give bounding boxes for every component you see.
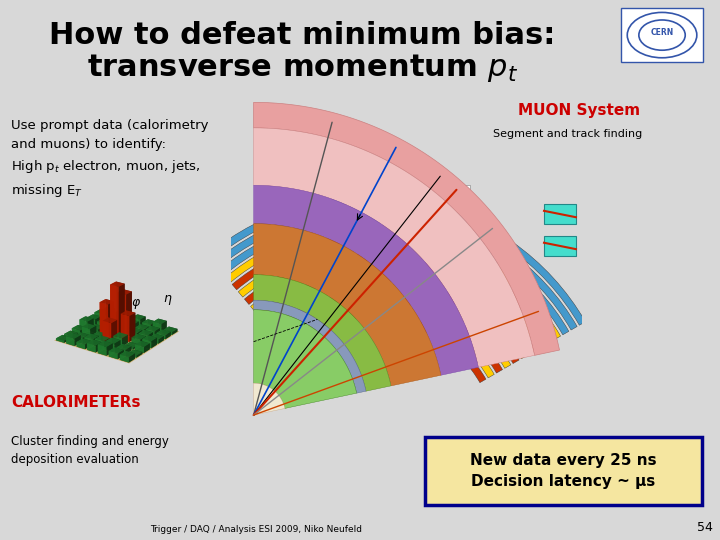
Text: Segment and track finding: Segment and track finding [493,129,642,139]
Text: MUON System: MUON System [518,103,641,118]
Polygon shape [253,103,559,355]
Wedge shape [214,206,577,330]
FancyBboxPatch shape [425,437,702,505]
Wedge shape [282,312,486,383]
Text: CERN: CERN [650,28,674,37]
Text: γ: γ [299,214,306,224]
Wedge shape [207,197,585,325]
Text: p: p [479,303,486,313]
Polygon shape [253,185,478,375]
Text: μ: μ [461,187,468,197]
Polygon shape [253,128,534,367]
Polygon shape [253,275,391,391]
Text: transverse momentum $p_t$: transverse momentum $p_t$ [87,51,518,84]
Wedge shape [257,273,519,363]
Bar [544,205,576,224]
Polygon shape [253,383,285,415]
Bar [544,237,576,255]
Wedge shape [238,245,544,349]
Polygon shape [253,310,356,408]
Wedge shape [251,264,528,359]
Wedge shape [232,235,552,345]
Text: η: η [163,292,171,305]
Text: ν: ν [362,160,368,170]
Text: CALORIMETERs: CALORIMETERs [11,395,140,410]
Text: φ: φ [131,296,140,309]
Wedge shape [275,302,494,378]
Text: Use prompt data (calorimetry
and muons) to identify:
High p$_t$ electron, muon, : Use prompt data (calorimetry and muons) … [11,119,208,199]
Polygon shape [253,300,366,393]
Text: n: n [475,253,482,263]
Wedge shape [226,225,561,340]
Wedge shape [244,254,536,354]
Bar [621,8,703,62]
Wedge shape [269,292,503,373]
Text: Trigger / DAQ / Analysis ESI 2009, Niko Neufeld: Trigger / DAQ / Analysis ESI 2009, Niko … [150,524,361,534]
Text: New data every 25 ns
Decision latency ~ μs: New data every 25 ns Decision latency ~ … [470,453,657,489]
Text: e: e [396,230,403,240]
Wedge shape [263,282,510,368]
Wedge shape [220,215,569,335]
Polygon shape [253,224,441,386]
Text: Cluster finding and energy
deposition evaluation: Cluster finding and energy deposition ev… [11,435,168,465]
Text: 54: 54 [697,521,713,534]
Text: How to defeat minimum bias:: How to defeat minimum bias: [49,21,556,50]
